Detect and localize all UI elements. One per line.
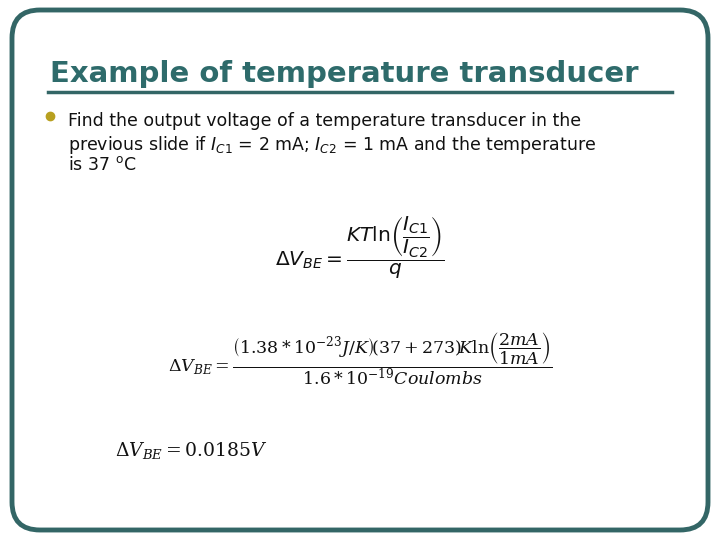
Text: Example of temperature transducer: Example of temperature transducer bbox=[50, 60, 639, 88]
Text: $\Delta V_{BE} = \dfrac{KT \ln\!\left(\dfrac{I_{C1}}{I_{C2}}\right)}{q}$: $\Delta V_{BE} = \dfrac{KT \ln\!\left(\d… bbox=[275, 215, 445, 281]
Text: previous slide if $I_{C1}$ = 2 mA; $I_{C2}$ = 1 mA and the temperature: previous slide if $I_{C1}$ = 2 mA; $I_{C… bbox=[68, 134, 596, 156]
Text: $\Delta V_{BE} = 0.0185V$: $\Delta V_{BE} = 0.0185V$ bbox=[115, 440, 267, 461]
FancyBboxPatch shape bbox=[12, 10, 708, 530]
Text: Find the output voltage of a temperature transducer in the: Find the output voltage of a temperature… bbox=[68, 112, 581, 130]
Text: is 37 $^{\mathrm{o}}$C: is 37 $^{\mathrm{o}}$C bbox=[68, 156, 136, 174]
Text: $\Delta V_{BE} = \dfrac{\left(1.38*10^{-23}J/K\right)\!\left(37+273\right)\!K\ln: $\Delta V_{BE} = \dfrac{\left(1.38*10^{-… bbox=[168, 330, 552, 387]
